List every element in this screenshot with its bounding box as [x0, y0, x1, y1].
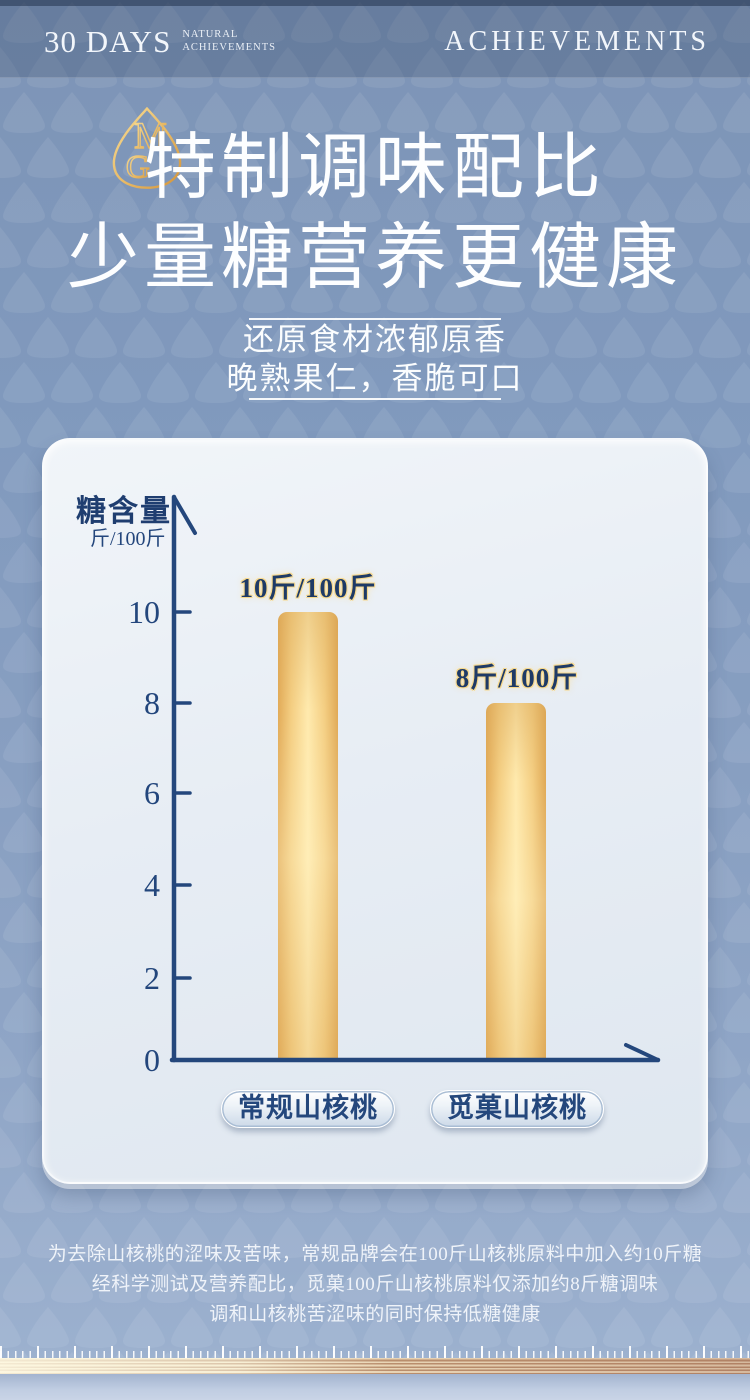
logo-letter-m: M — [134, 115, 167, 156]
brand-subtitle-line2: ACHIEVEMENTS — [182, 41, 276, 53]
y-tick-label-10: 10 — [128, 594, 160, 630]
y-tick-label-4: 4 — [144, 867, 160, 903]
subtitle-divider-top — [249, 318, 501, 320]
bar-value-label-regular: 10斤/100斤 — [239, 573, 377, 603]
subtitle-divider-bottom — [249, 398, 501, 400]
ruler-stripes — [0, 1358, 750, 1374]
category-pill-migo: 觅菓山核桃 — [430, 1090, 604, 1128]
subtitle-block: 还原食材浓郁原香 晚熟果仁，香脆可口 — [0, 318, 750, 400]
brand-logo-icon: M G — [112, 106, 182, 189]
footnote: 为去除山核桃的涩味及苦味，常规品牌会在100斤山核桃原料中加入约10斤糖 经科学… — [0, 1240, 750, 1330]
footnote-line2: 经科学测试及营养配比，觅菓100斤山核桃原料仅添加约8斤糖调味 — [91, 1274, 659, 1295]
page-title-line1: 特制调味配比 — [143, 128, 606, 208]
footnote-line3: 调和山核桃苦涩味的同时保持低糖健康 — [209, 1304, 541, 1325]
y-tick-label-2: 2 — [144, 960, 160, 996]
bar-value-label-migo: 8斤/100斤 — [455, 663, 579, 693]
top-edge-strip — [0, 0, 750, 6]
footer-strip — [0, 1374, 750, 1400]
category-pill-regular: 常规山核桃 — [221, 1090, 395, 1128]
page-title-line2: 少量糖营养更健康 — [66, 218, 683, 298]
header-bar: 30 DAYS NATURAL ACHIEVEMENTS ACHIEVEMENT… — [0, 0, 750, 78]
brand-subtitle: NATURAL ACHIEVEMENTS — [182, 29, 276, 54]
y-tick-label-6: 6 — [144, 775, 160, 811]
y-axis-title: 糖含量 — [76, 495, 172, 528]
footnote-line1: 为去除山核桃的涩味及苦味，常规品牌会在100斤山核桃原料中加入约10斤糖 — [47, 1244, 703, 1265]
subtitle-line1: 还原食材浓郁原香 — [243, 322, 507, 357]
brand-name: 30 DAYS — [44, 23, 172, 59]
ruler-tick-marks — [0, 1346, 750, 1358]
bar-migo-hickory — [486, 703, 546, 1060]
bar-regular-hickory — [278, 612, 338, 1060]
logo-letter-g: G — [126, 149, 150, 186]
y-axis-unit: 斤/100斤 — [90, 528, 166, 550]
subtitle-line2: 晚熟果仁，香脆可口 — [226, 361, 524, 396]
brand-group: 30 DAYS NATURAL ACHIEVEMENTS — [44, 24, 276, 60]
ruler-graphic — [0, 1346, 750, 1374]
brand-subtitle-line1: NATURAL — [182, 29, 239, 40]
y-tick-label-0: 0 — [144, 1042, 160, 1078]
header-right-text: ACHIEVEMENTS — [444, 25, 710, 57]
logo-nut-outline — [112, 106, 182, 189]
y-tick-label-8: 8 — [144, 685, 160, 721]
